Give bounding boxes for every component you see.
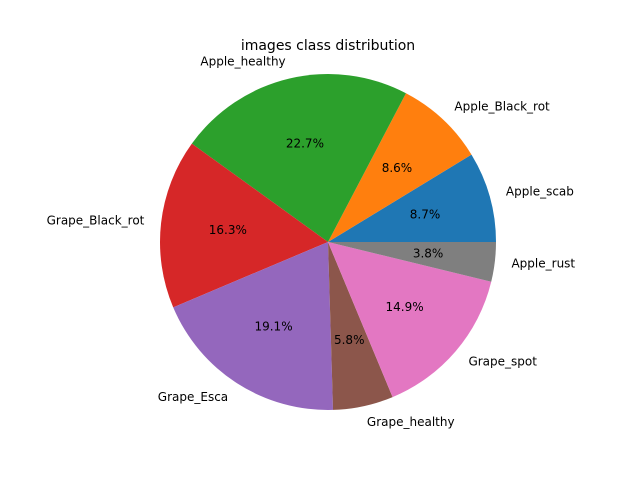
slice-label-apple-healthy: Apple_healthy [200, 55, 285, 69]
slice-label-apple-black-rot: Apple_Black_rot [454, 100, 550, 114]
pie-slice-grape-esca [173, 242, 334, 411]
pie-slice-apple-black-rot [328, 93, 472, 242]
pie-slice-apple-rust [328, 242, 496, 282]
pie-labels: Apple_scab 8.7% Apple_Black_rot 8.6% Apple_h… [47, 55, 576, 430]
slice-percent-apple-scab: 8.7% [410, 207, 441, 221]
pie-slice-grape-spot [328, 242, 492, 398]
pie-slices [159, 74, 496, 411]
chart-title: images class distribution [241, 38, 415, 54]
slice-percent-apple-rust: 3.8% [413, 247, 444, 261]
slice-label-grape-spot: Grape_spot [468, 355, 537, 369]
pie-slice-apple-scab [328, 154, 496, 242]
slice-percent-grape-spot: 14.9% [386, 300, 424, 314]
slice-percent-apple-black-rot: 8.6% [382, 161, 413, 175]
pie-slice-grape-black-rot [159, 143, 328, 308]
slice-percent-apple-healthy: 22.7% [286, 136, 324, 150]
slice-label-grape-healthy: Grape_healthy [367, 415, 455, 429]
slice-label-grape-black-rot: Grape_Black_rot [47, 214, 145, 228]
pie-slice-apple-healthy [191, 74, 406, 243]
slice-label-apple-rust: Apple_rust [511, 257, 575, 271]
slice-label-apple-scab: Apple_scab [506, 185, 574, 199]
slice-percent-grape-black-rot: 16.3% [209, 223, 247, 237]
slice-percent-grape-healthy: 5.8% [334, 333, 365, 347]
slice-percent-grape-esca: 19.1% [254, 319, 292, 333]
slice-label-grape-esca: Grape_Esca [158, 390, 228, 404]
pie-slice-grape-healthy [328, 242, 393, 410]
